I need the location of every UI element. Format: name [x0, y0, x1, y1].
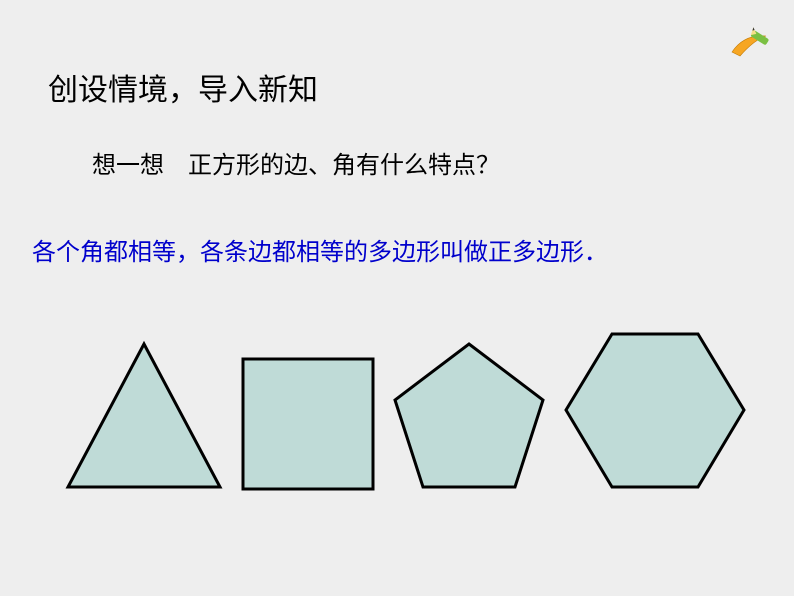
hexagon-polygon — [566, 334, 744, 487]
definition-text: 各个角都相等，各条边都相等的多边形叫做正多边形． — [32, 232, 608, 267]
think-question: 想一想 正方形的边、角有什么特点？ — [92, 145, 500, 180]
shapes-row — [60, 318, 750, 493]
square-rect — [243, 359, 373, 489]
question-prefix: 想一想 — [92, 153, 164, 179]
question-gap — [164, 153, 188, 179]
question-text: 正方形的边、角有什么特点？ — [188, 153, 500, 179]
corner-decoration-icon — [730, 26, 774, 62]
shape-square — [239, 355, 377, 493]
pentagon-polygon — [395, 344, 543, 487]
shape-hexagon — [560, 328, 750, 493]
triangle-polygon — [68, 344, 220, 487]
shape-pentagon — [389, 338, 549, 493]
slide-heading: 创设情境，导入新知 — [48, 65, 318, 109]
shape-triangle — [60, 338, 228, 493]
